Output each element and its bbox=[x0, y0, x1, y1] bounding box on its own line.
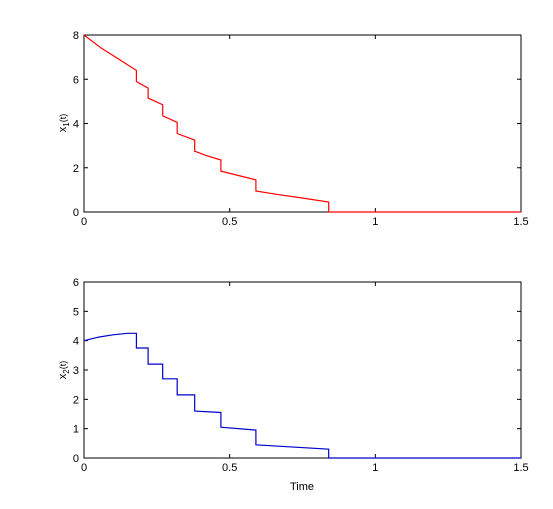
axes-frame-x1 bbox=[83, 34, 522, 213]
ytick-label-x2: 2 bbox=[73, 394, 79, 406]
ytick-label-x2: 6 bbox=[73, 277, 79, 289]
xtick-label-x2: 1.5 bbox=[513, 462, 528, 474]
xtick-label-x1: 0.5 bbox=[222, 216, 237, 228]
ylabel-x2-sub: 2 bbox=[62, 369, 71, 374]
ylabel-x1: x1(t) bbox=[57, 114, 71, 132]
series-x1 bbox=[83, 34, 521, 213]
xtick-label-x2: 0 bbox=[81, 462, 87, 474]
ytick-label-x1: 6 bbox=[73, 74, 79, 86]
ylabel-x2-main: x bbox=[57, 373, 69, 379]
ylabel-x2-arg: (t) bbox=[58, 361, 68, 370]
series-line-x2 bbox=[83, 332, 521, 459]
axes-frame-x2 bbox=[83, 281, 522, 459]
ylabel-x2: x2(t) bbox=[57, 361, 71, 379]
ylabel-x1-arg: (t) bbox=[58, 114, 68, 123]
ytick-label-x2: 4 bbox=[73, 336, 79, 348]
series-x2 bbox=[83, 332, 521, 459]
xtick-label-x2: 0.5 bbox=[222, 462, 237, 474]
ylabel-x1-main: x bbox=[57, 126, 69, 132]
xtick-label-x2: 1 bbox=[372, 462, 378, 474]
xtick-label-x1: 0 bbox=[81, 216, 87, 228]
ytick-label-x2: 3 bbox=[73, 365, 79, 377]
ytick-label-x1: 0 bbox=[73, 207, 79, 219]
ytick-label-x2: 1 bbox=[73, 424, 79, 436]
xtick-label-x1: 1 bbox=[372, 216, 378, 228]
ytick-label-x2: 5 bbox=[73, 306, 79, 318]
series-line-x1 bbox=[83, 34, 521, 213]
yticks-x2: 0 1 2 3 4 5 6 bbox=[73, 277, 521, 465]
ytick-label-x1: 4 bbox=[73, 119, 79, 131]
ylabel-x1-sub: 1 bbox=[62, 122, 71, 127]
ytick-label-x1: 8 bbox=[73, 30, 79, 42]
xticks-x2: 0 0.5 1 1.5 bbox=[81, 282, 529, 474]
xticks-x1: 0 0.5 1 1.5 bbox=[81, 35, 529, 228]
xtick-label-x1: 1.5 bbox=[513, 216, 528, 228]
xlabel-time: Time bbox=[290, 481, 314, 493]
ytick-label-x1: 2 bbox=[73, 163, 79, 175]
ytick-label-x2: 0 bbox=[73, 453, 79, 465]
yticks-x1: 0 2 4 6 8 bbox=[73, 30, 521, 219]
